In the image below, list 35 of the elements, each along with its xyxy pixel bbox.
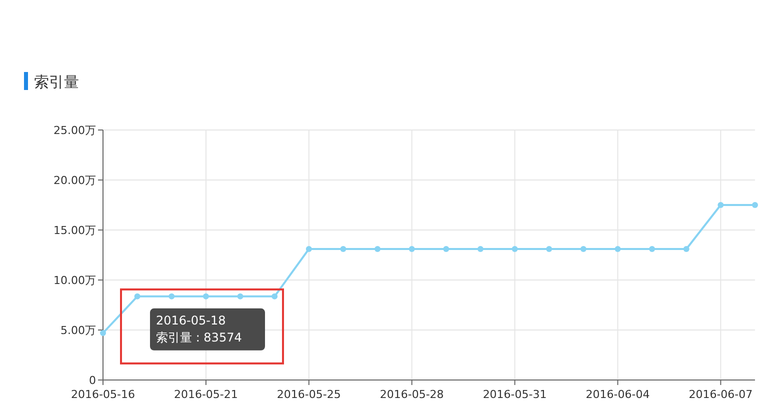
y-tick-label: 15.00万: [54, 224, 96, 237]
x-tick-label: 2016-05-28: [380, 388, 444, 401]
point: [272, 293, 278, 300]
point: [306, 246, 312, 252]
point: [168, 293, 175, 300]
x-tick-label: 2016-06-07: [688, 388, 753, 401]
y-tick-label: 20.00万: [54, 174, 96, 187]
point: [649, 246, 656, 252]
point: [374, 246, 381, 252]
point: [752, 202, 758, 208]
y-tick-label: 10.00万: [54, 274, 96, 287]
point: [512, 246, 518, 252]
point: [546, 246, 552, 252]
point: [443, 246, 450, 252]
point: [134, 293, 140, 300]
point: [100, 330, 106, 336]
chart-title: 索引量: [34, 73, 79, 91]
y-tick-label: 0: [89, 374, 96, 387]
point: [580, 246, 586, 252]
point: [340, 246, 346, 252]
point: [614, 246, 621, 252]
x-tick-label: 2016-05-25: [276, 388, 341, 401]
point: [718, 202, 724, 208]
x-tick-label: 2016-05-16: [71, 388, 135, 401]
point: [237, 293, 244, 300]
y-tick-label: 5.00万: [60, 324, 96, 337]
annotation: 2016-05-18 索引量 : 83574: [156, 313, 242, 344]
y-tick-label: 25.00万: [54, 124, 96, 137]
point: [408, 246, 415, 252]
point: [683, 246, 690, 252]
x-tick-label: 2016-05-31: [482, 388, 547, 401]
x-tick-label: 2016-05-21: [174, 388, 238, 401]
point: [477, 246, 484, 252]
x-tick-label: 2016-06-04: [586, 388, 650, 401]
point: [202, 293, 209, 300]
